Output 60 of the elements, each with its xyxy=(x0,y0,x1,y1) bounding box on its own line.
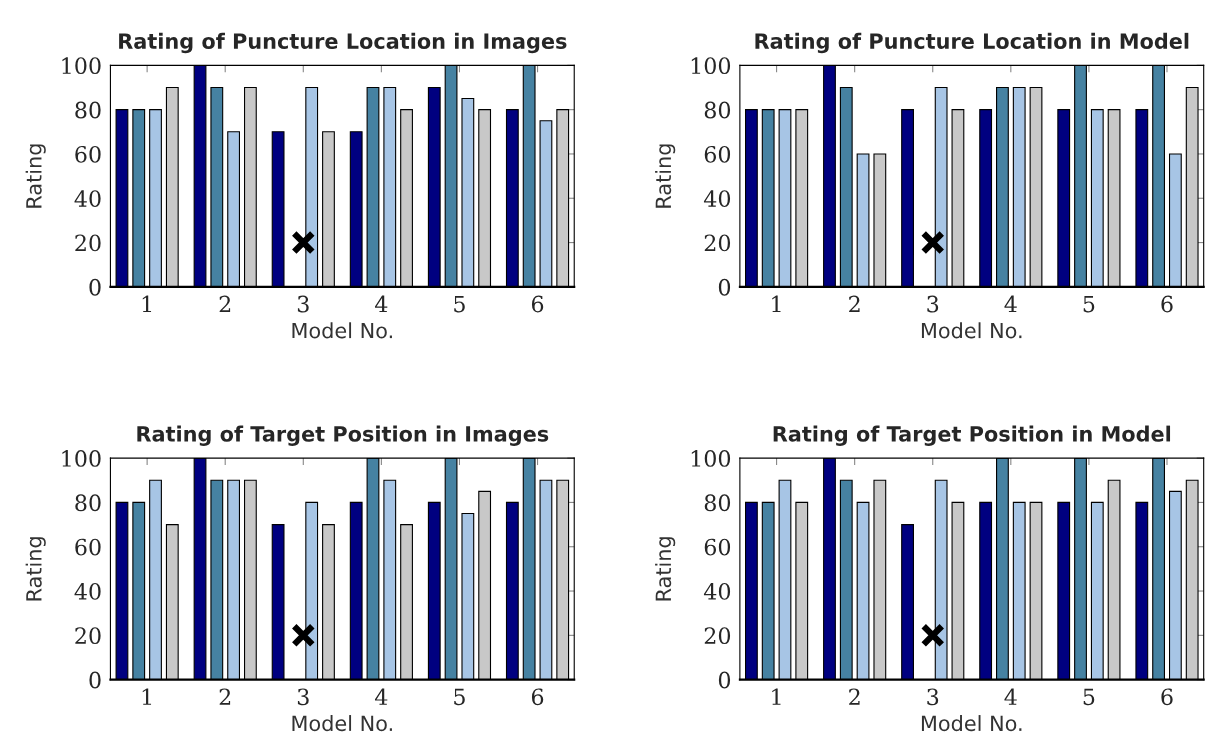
y-tick-label: 40 xyxy=(703,190,731,208)
y-tick-label: 80 xyxy=(704,101,731,119)
x-tick-label: 4 xyxy=(1004,688,1017,705)
y-tick-label: 80 xyxy=(704,494,731,512)
x-axis-title: Model No. xyxy=(921,715,1022,732)
y-tick-label: 20 xyxy=(704,627,731,645)
y-tick-label: 0 xyxy=(89,671,101,689)
y-tick-label: 40 xyxy=(74,582,101,600)
x-tick-label: 6 xyxy=(531,295,544,313)
y-axis-title: Rating xyxy=(25,144,46,208)
x-tick-label: 1 xyxy=(142,688,152,705)
x-tick-label: 4 xyxy=(1004,295,1017,313)
y-tick-label: 60 xyxy=(704,538,731,556)
y-tick-label: 100 xyxy=(691,57,731,75)
y-tick-label: 100 xyxy=(691,450,731,467)
x-tick-label: 6 xyxy=(1161,688,1173,706)
x-tick-label: 2 xyxy=(849,295,860,313)
x-axis-title: Model No. xyxy=(921,322,1022,339)
y-tick-label: 60 xyxy=(704,145,731,163)
x-axis-title: Model No. xyxy=(292,715,392,732)
chart-title: Rating of Target Position in Model xyxy=(773,425,1171,446)
y-tick-label: 60 xyxy=(75,538,101,556)
x-tick-label: 1 xyxy=(142,295,152,313)
y-tick-label: 40 xyxy=(703,582,731,600)
y-tick-label: 80 xyxy=(75,494,101,512)
x-tick-label: 5 xyxy=(454,295,465,313)
chart-title: Rating of Puncture Location in Model xyxy=(755,32,1189,54)
x-tick-label: 1 xyxy=(772,688,781,705)
x-tick-label: 6 xyxy=(531,688,544,706)
x-tick-label: 5 xyxy=(1083,688,1095,706)
x-tick-label: 2 xyxy=(849,688,860,705)
x-tick-label: 6 xyxy=(1161,295,1173,313)
x-tick-label: 3 xyxy=(297,688,309,706)
x-tick-label: 3 xyxy=(927,688,939,706)
x-tick-label: 3 xyxy=(927,295,939,313)
y-tick-label: 20 xyxy=(75,234,101,252)
y-tick-label: 20 xyxy=(75,627,101,645)
y-tick-label: 40 xyxy=(74,190,101,208)
y-tick-label: 100 xyxy=(62,57,101,75)
y-tick-label: 0 xyxy=(718,671,731,689)
x-tick-label: 3 xyxy=(297,295,309,313)
y-axis-title: Rating xyxy=(655,537,676,601)
x-tick-label: 4 xyxy=(374,688,388,705)
chart-title: Rating of Target Position in Images xyxy=(137,425,549,446)
y-tick-label: 80 xyxy=(75,101,101,119)
y-tick-label: 100 xyxy=(62,450,101,467)
x-axis-title: Model No. xyxy=(292,322,392,339)
y-tick-label: 0 xyxy=(718,278,731,296)
y-tick-label: 60 xyxy=(75,145,101,163)
y-axis-title: Rating xyxy=(655,144,676,208)
x-tick-label: 4 xyxy=(374,295,388,313)
y-tick-label: 0 xyxy=(89,278,101,296)
x-tick-label: 2 xyxy=(219,688,231,705)
x-tick-label: 5 xyxy=(1083,295,1095,313)
y-axis-title: Rating xyxy=(25,537,46,601)
x-tick-label: 5 xyxy=(454,688,465,706)
x-tick-label: 1 xyxy=(772,295,781,313)
y-tick-label: 20 xyxy=(704,234,731,252)
chart-title: Rating of Puncture Location in Images xyxy=(119,32,567,54)
x-tick-label: 2 xyxy=(219,295,231,313)
